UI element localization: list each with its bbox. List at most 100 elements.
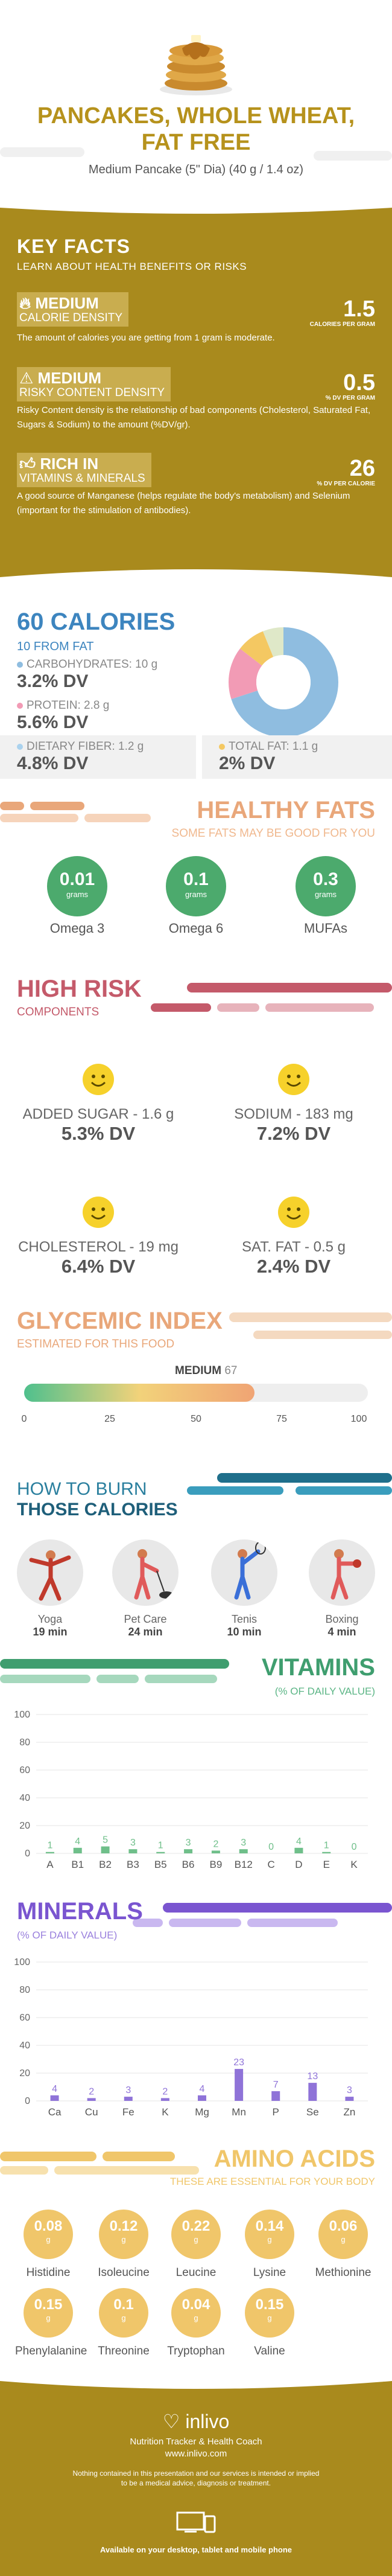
burn-calories-section: HOW TO BURN THOSE CALORIES Yoga 19 min P… (0, 1461, 392, 1642)
amino-acid-item: 0.1 g Threonine (90, 2288, 157, 2358)
vitamins-minerals-badge: 👍︎ RICH IN VITAMINS & MINERALS (17, 453, 151, 487)
y-tick-label: 60 (19, 1765, 30, 1775)
y-tick-label: 100 (14, 1957, 30, 1967)
bar (211, 1850, 220, 1853)
activity-pet-care: Pet Care 24 min (106, 1539, 185, 1638)
decor-stripes (229, 1312, 392, 1339)
bar-value-label: 1 (47, 1841, 52, 1851)
y-tick-label: 20 (19, 1821, 30, 1831)
nutrient-fiber: DIETARY FIBER: 1.2 g 4.8% DV (0, 735, 196, 779)
decor-stripes (0, 2152, 199, 2175)
bar (128, 1849, 138, 1853)
omega6-bubble: 0.1 grams (166, 856, 226, 916)
bar-value-label: 5 (103, 1835, 108, 1846)
unit: CALORIES PER GRAM (309, 321, 375, 328)
bar (156, 1852, 165, 1853)
donut-other (229, 627, 338, 737)
healthy-fats-section: HEALTHY FATS SOME FATS MAY BE GOOD FOR Y… (0, 785, 392, 960)
bar (239, 1849, 248, 1853)
bar-value-label: 4 (296, 1836, 302, 1847)
amino-unit: g (194, 2235, 198, 2244)
amino-bubble: 0.1 g (99, 2288, 148, 2338)
calories-subtitle: 10 FROM FAT (17, 640, 94, 653)
available-text: Available on your desktop, tablet and mo… (100, 2545, 292, 2554)
calories-donut-chart (229, 627, 338, 737)
value: 0.5 (343, 370, 375, 395)
bar-value-label: 0 (268, 1842, 274, 1852)
amino-name: Threonine (98, 2345, 150, 2357)
yoga-icon (17, 1539, 83, 1606)
donut-protein (229, 627, 338, 737)
thumbs-up-icon: 👍︎ (19, 455, 36, 473)
x-tick-label: Fe (122, 2106, 134, 2118)
header: PANCAKES, WHOLE WHEAT, FAT FREE Medium P… (0, 0, 392, 181)
amino-value: 0.15 (255, 2296, 284, 2313)
gi-tick: 25 (104, 1414, 115, 1424)
amino-name: Methionine (315, 2266, 371, 2279)
glycemic-index-section: GLYCEMIC INDEX ESTIMATED FOR THIS FOOD M… (0, 1298, 392, 1461)
amino-acids-section: AMINO ACIDS THESE ARE ESSENTIAL FOR YOUR… (0, 2137, 392, 2373)
title-line-1: PANCAKES, WHOLE WHEAT, (37, 103, 355, 129)
amino-name: Tryptophan (167, 2345, 225, 2357)
bar (198, 2095, 206, 2101)
risk-label: CHOLESTEROL - 19 mg (18, 1239, 179, 1255)
nutrient-label: PROTEIN: 2.8 g (27, 699, 110, 712)
y-tick-label: 100 (14, 1710, 30, 1720)
risky-content-desc: Risky Content density is the relationshi… (17, 405, 371, 430)
bar-value-label: 3 (125, 2085, 131, 2095)
amino-value: 0.12 (109, 2218, 138, 2234)
risk-label: ADDED SUGAR - 1.6 g (22, 1106, 174, 1122)
amino-bubble: 0.06 g (318, 2210, 368, 2259)
gi-readout: MEDIUM 67 (175, 1364, 237, 1378)
bar-value-label: 2 (162, 2086, 168, 2097)
bar (271, 2091, 280, 2101)
x-tick-label: B12 (235, 1859, 253, 1870)
nutrient-dv: 5.6% DV (17, 712, 89, 732)
amino-acid-item: 0.06 g Methionine (310, 2210, 376, 2280)
fats-title: HEALTHY FATS (197, 797, 375, 823)
value: 26 (349, 456, 375, 481)
devices-icon (176, 2511, 216, 2533)
amino-bubble: 0.15 g (245, 2288, 294, 2338)
mufas-label: MUFAs (303, 921, 348, 936)
amino-bubble: 0.08 g (24, 2210, 73, 2259)
risky-content-value: 0.5 % DV PER GRAM (326, 371, 375, 401)
smiley-icon (278, 1064, 309, 1095)
bar (294, 1847, 303, 1853)
amino-acid-item: 0.15 g Valine (236, 2288, 303, 2358)
decor-stripes (0, 1659, 229, 1683)
footer: ♡ inlivo Nutrition Tracker & Health Coac… (0, 2373, 392, 2576)
gi-track (24, 1384, 368, 1402)
bar (322, 1852, 331, 1853)
gi-value: 67 (224, 1364, 238, 1377)
activity-name: Boxing (325, 1613, 359, 1625)
x-tick-label: K (162, 2106, 169, 2118)
amino-unit: g (267, 2313, 272, 2322)
bar (101, 1846, 110, 1853)
amino-title: AMINO ACIDS (213, 2146, 375, 2172)
key-facts-section: KEY FACTS LEARN ABOUT HEALTH BENEFITS OR… (0, 199, 392, 586)
risky-content-badge: ⚠ MEDIUM RISKY CONTENT DENSITY (17, 367, 171, 401)
bar (50, 2095, 59, 2101)
amino-unit: g (267, 2235, 272, 2244)
amino-unit: g (46, 2313, 51, 2322)
x-tick-label: B3 (127, 1859, 139, 1870)
bar (73, 1847, 82, 1853)
bar-value-label: 3 (130, 1838, 136, 1848)
calorie-density-desc: The amount of calories you are getting f… (17, 333, 275, 343)
badge-label: RISKY CONTENT DENSITY (19, 386, 165, 399)
bar (345, 2097, 354, 2101)
site-url[interactable]: www.inlivo.com (165, 2449, 227, 2459)
x-tick-label: P (273, 2106, 279, 2118)
x-tick-label: Mg (195, 2106, 209, 2118)
vitamins-minerals-value: 26 % DV PER CALORIE (317, 456, 375, 487)
smiley-icon (83, 1064, 114, 1095)
bar-value-label: 2 (213, 1839, 218, 1849)
bar (235, 2069, 244, 2101)
x-tick-label: B1 (71, 1859, 84, 1870)
boxing-icon (309, 1539, 375, 1606)
badge-level: MEDIUM (37, 369, 101, 387)
fat-value: 0.01 (59, 869, 95, 889)
brand-logo[interactable]: ♡ inlivo (0, 2410, 392, 2433)
y-tick-label: 0 (25, 2096, 30, 2106)
